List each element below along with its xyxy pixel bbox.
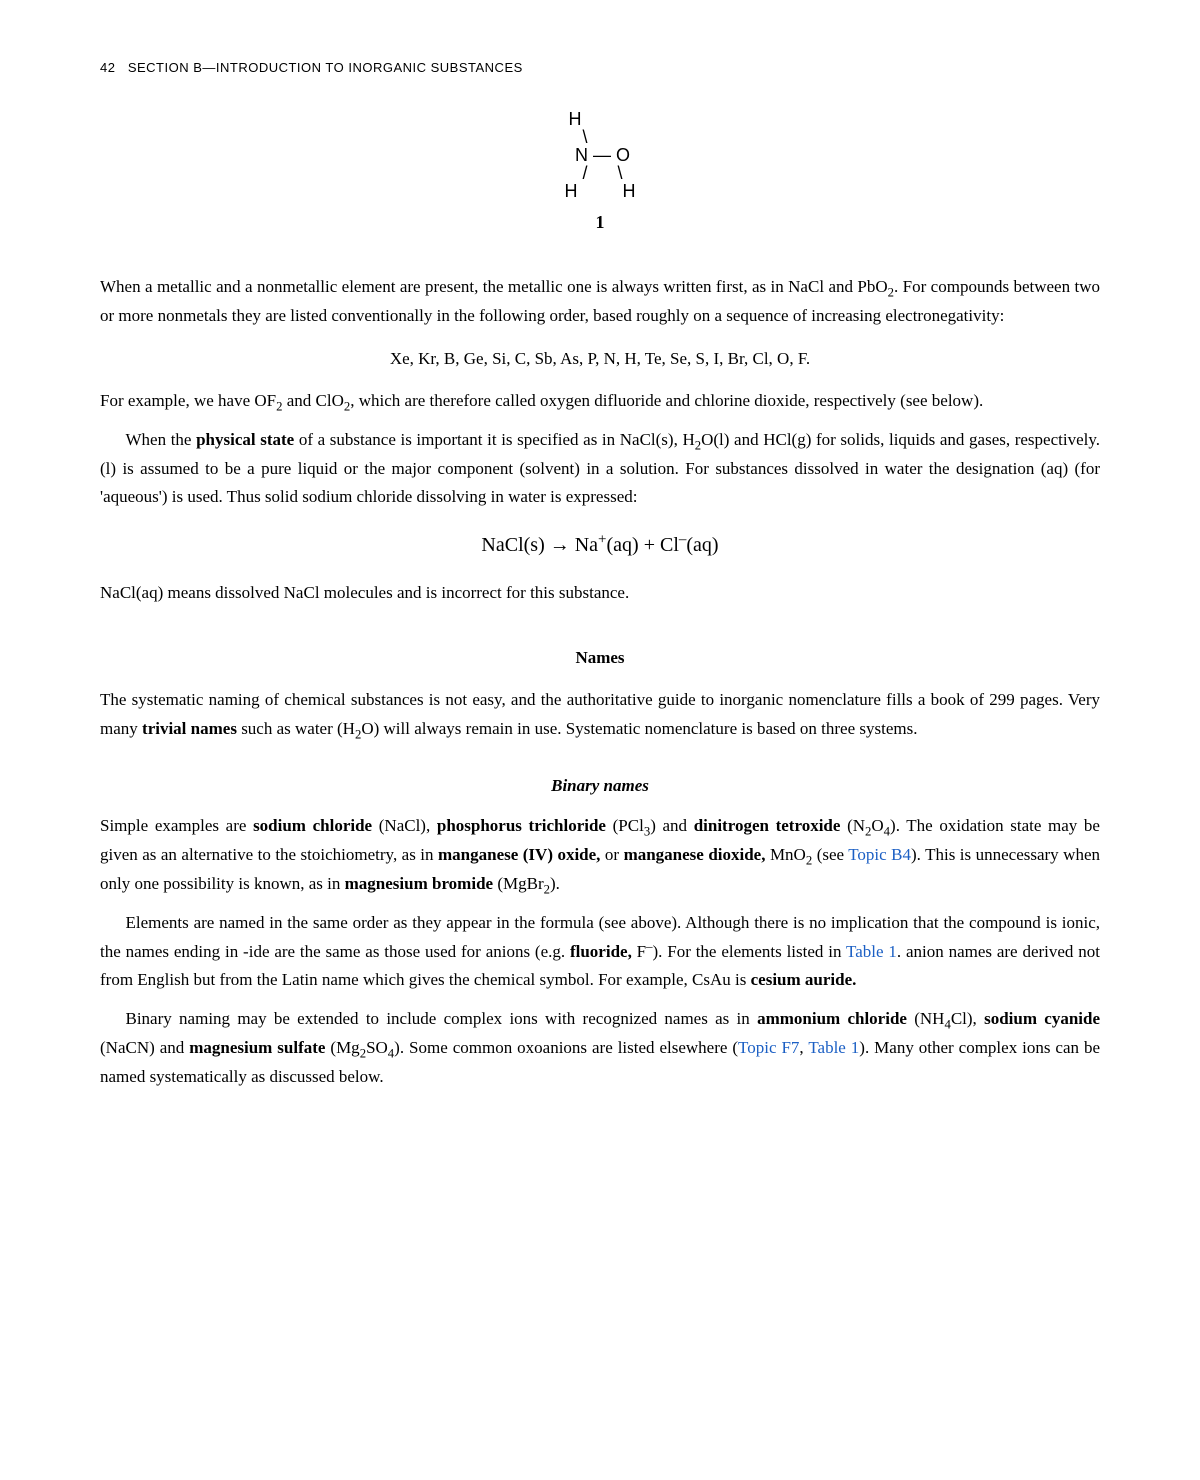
paragraph: Simple examples are sodium chloride (NaC… [100, 812, 1100, 899]
structure-diagram: H \ N — O / \ H H 1 [100, 110, 1100, 233]
paragraph: The systematic naming of chemical substa… [100, 686, 1100, 744]
text-run: MnO [765, 845, 805, 864]
paragraph: When a metallic and a nonmetallic elemen… [100, 273, 1100, 331]
text-run: (PCl [606, 816, 644, 835]
page-container: 42 SECTION B—INTRODUCTION TO INORGANIC S… [0, 0, 1200, 1480]
diagram-row: H [560, 110, 640, 128]
text-run: ). For the elements listed in [653, 942, 847, 961]
text-run: (MgBr [493, 874, 544, 893]
bold-term: trivial names [142, 719, 237, 738]
text-run: When a metallic and a nonmetallic elemen… [100, 277, 888, 296]
bold-term: dinitrogen tetroxide [694, 816, 841, 835]
text-run: For example, we have OF [100, 391, 276, 410]
bold-term: fluoride, [570, 942, 632, 961]
text-run: (NaCN) and [100, 1038, 189, 1057]
paragraph: NaCl(aq) means dissolved NaCl molecules … [100, 579, 1100, 608]
diagram-row: H H [560, 182, 640, 200]
names-heading: Names [100, 648, 1100, 668]
bold-term: magnesium bromide [345, 874, 493, 893]
text-run: and ClO [282, 391, 343, 410]
link-table-1[interactable]: Table 1 [846, 942, 897, 961]
text-run: Cl), [951, 1009, 984, 1028]
paragraph: Elements are named in the same order as … [100, 909, 1100, 996]
text-run: Simple examples are [100, 816, 253, 835]
text-run: (see [812, 845, 848, 864]
paragraph: When the physical state of a substance i… [100, 426, 1100, 513]
bold-term: sodium cyanide [984, 1009, 1100, 1028]
text-run: (N [840, 816, 865, 835]
bold-term: manganese dioxide, [624, 845, 766, 864]
text-run: , [799, 1038, 808, 1057]
diagram-row: \ [560, 128, 640, 146]
link-topic-f7[interactable]: Topic F7 [738, 1038, 799, 1057]
molecule-ascii: H \ N — O / \ H H [560, 110, 640, 200]
bold-term: magnesium sulfate [189, 1038, 325, 1057]
section-label: SECTION B—INTRODUCTION TO INORGANIC SUBS… [128, 60, 523, 75]
bold-term: phosphorus trichloride [437, 816, 606, 835]
page-header: 42 SECTION B—INTRODUCTION TO INORGANIC S… [100, 60, 1100, 75]
bold-term: ammonium chloride [757, 1009, 907, 1028]
text-run: F [632, 942, 646, 961]
diagram-row: / \ [560, 164, 640, 182]
text-run: (NaCl), [372, 816, 437, 835]
text-run: ) and [650, 816, 694, 835]
text-run: O [871, 816, 883, 835]
element-sequence: Xe, Kr, B, Ge, Si, C, Sb, As, P, N, H, T… [100, 349, 1100, 369]
text-run: (NH [907, 1009, 945, 1028]
bold-term: physical state [196, 430, 294, 449]
page-number: 42 [100, 60, 115, 75]
link-table-1b[interactable]: Table 1 [808, 1038, 859, 1057]
text-run: (Mg [325, 1038, 359, 1057]
paragraph: For example, we have OF2 and ClO2, which… [100, 387, 1100, 416]
link-topic-b4[interactable]: Topic B4 [848, 845, 911, 864]
text-run: When the [126, 430, 197, 449]
diagram-number: 1 [100, 212, 1100, 233]
bold-term: manganese (IV) oxide, [438, 845, 600, 864]
paragraph: Binary naming may be extended to include… [100, 1005, 1100, 1092]
bold-term: cesium auride. [751, 970, 857, 989]
bold-term: sodium chloride [253, 816, 372, 835]
text-run: such as water (H [237, 719, 355, 738]
text-run: ). Some common oxoanions are listed else… [394, 1038, 738, 1057]
text-run: O) will always remain in use. Systematic… [361, 719, 917, 738]
text-run: Binary naming may be extended to include… [126, 1009, 758, 1028]
text-run: SO [366, 1038, 388, 1057]
text-run: or [600, 845, 623, 864]
chemical-equation: NaCl(s) → Na+(aq) + Cl–(aq) [100, 534, 1100, 557]
text-run: , which are therefore called oxygen difl… [350, 391, 983, 410]
text-run: ). [550, 874, 560, 893]
diagram-row: N — O [560, 146, 640, 164]
binary-names-heading: Binary names [100, 776, 1100, 796]
text-run: of a substance is important it is specif… [294, 430, 695, 449]
